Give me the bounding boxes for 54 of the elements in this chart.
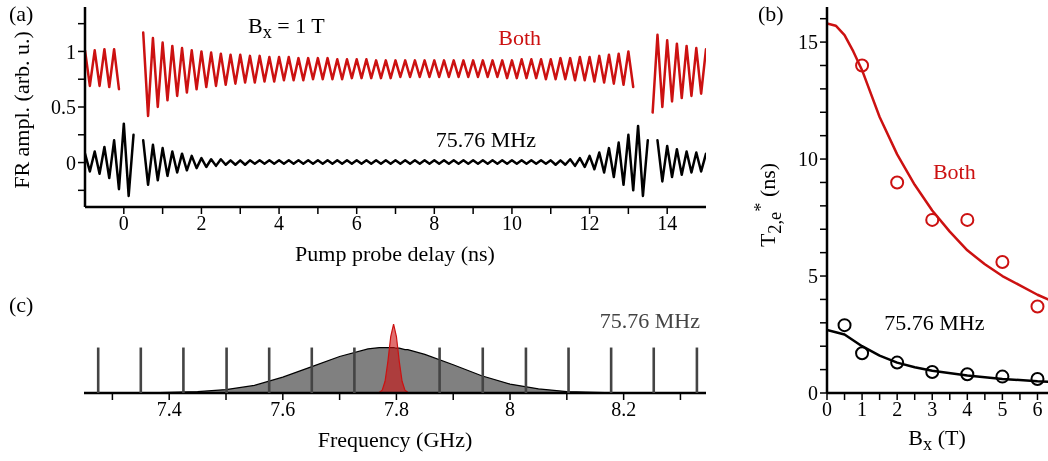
series-label: 75.76 MHz <box>435 127 537 153</box>
point <box>890 355 905 370</box>
y-tick-label: 0.5 <box>51 96 76 119</box>
point <box>995 369 1010 384</box>
text: (c) <box>9 292 34 317</box>
x-tick-label: 8 <box>429 212 440 235</box>
y-tick-label: 0 <box>66 151 76 174</box>
point <box>960 212 975 227</box>
y-tick-label: 1 <box>66 40 76 63</box>
series-label: Both <box>498 25 542 51</box>
point <box>1030 299 1045 314</box>
y-tick-label: 5 <box>808 265 818 288</box>
x-tick-label: 7.4 <box>156 398 182 421</box>
annotation: B$_{x}$ = 1 T <box>248 12 325 43</box>
y-tick-label: 0 <box>808 382 818 405</box>
x-tick-label: 4 <box>962 398 973 421</box>
point <box>960 367 975 382</box>
x-tick-label: 2 <box>892 398 903 421</box>
x-tick-label: 6 <box>351 212 362 235</box>
x-tick-label: 10 <box>501 212 522 235</box>
x-tick-label: 2 <box>196 212 207 235</box>
x-tick-label: 8.2 <box>611 398 637 421</box>
x-tick-label: 0 <box>822 398 832 421</box>
x-tick-label: 0 <box>118 212 129 235</box>
point <box>995 254 1010 269</box>
point <box>890 175 905 190</box>
x-tick-label: 14 <box>657 212 678 235</box>
x-axis-title: B$_{x}$ (T) <box>908 424 966 455</box>
line-series <box>827 22 1048 301</box>
x-tick-label: 12 <box>579 212 600 235</box>
x-tick-label: 7.6 <box>270 398 296 421</box>
x-tick-label: 4 <box>274 212 285 235</box>
series-label: 75.76 MHz <box>884 309 985 335</box>
y-axis-title: FR ampl. (arb. u.) <box>9 31 34 189</box>
point <box>925 364 940 379</box>
point <box>855 346 870 361</box>
y-tick-label: 10 <box>798 148 818 171</box>
text: (a) <box>9 1 34 26</box>
x-axis-title: Frequency (GHz) <box>317 427 473 452</box>
series-label: Both <box>932 159 976 185</box>
text: (b) <box>758 1 784 26</box>
x-tick-label: 1 <box>857 398 868 421</box>
x-tick-label: 8 <box>505 398 516 421</box>
x-tick-label: 5 <box>997 398 1008 421</box>
annotation: 75.76 MHz <box>599 308 700 333</box>
x-tick-label: 7.8 <box>383 398 409 421</box>
point <box>1030 371 1045 386</box>
x-tick-label: 6 <box>1032 398 1043 421</box>
y-tick-label: 15 <box>798 31 818 54</box>
x-tick-label: 3 <box>927 398 938 421</box>
point <box>855 58 870 73</box>
point <box>925 212 940 227</box>
point <box>837 318 852 333</box>
x-axis-title: Pump probe delay (ns) <box>295 241 495 266</box>
